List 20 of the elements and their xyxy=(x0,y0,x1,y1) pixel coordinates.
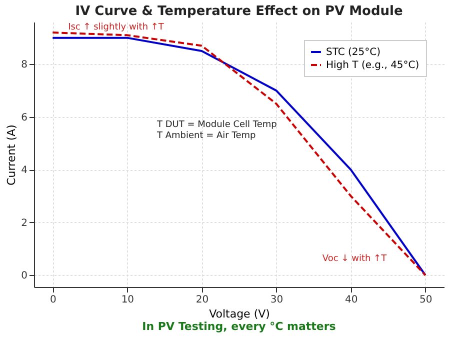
x-tick-label: 20 xyxy=(196,294,209,306)
x-tick-label: 10 xyxy=(121,294,134,306)
y-axis-title: Current (A) xyxy=(5,124,18,186)
text: In PV Testing, every °C matters xyxy=(142,320,336,333)
annotation: Voc ↓ with ↑T xyxy=(322,254,388,264)
legend-label: STC (25°C) xyxy=(326,47,381,58)
annotation: Isc ↑ slightly with ↑T xyxy=(68,22,164,32)
y-tick-label: 6 xyxy=(21,112,28,124)
y-tick-label: 4 xyxy=(21,165,28,176)
x-axis-title: Voltage (V) xyxy=(209,308,270,320)
legend-label: High T (e.g., 45°C) xyxy=(326,60,420,71)
y-tick-label: 0 xyxy=(21,270,28,282)
y-tick-label: 8 xyxy=(21,60,28,71)
y-tick-label: 2 xyxy=(21,218,28,229)
chart-title: IV Curve & Temperature Effect on PV Module xyxy=(75,4,403,19)
annotation: T DUT = Module Cell Temp T Ambient = Air Temp xyxy=(156,120,278,142)
x-tick-label: 0 xyxy=(50,294,56,306)
x-tick-label: 40 xyxy=(344,294,358,306)
x-tick-label: 30 xyxy=(270,294,284,306)
x-tick-label: 50 xyxy=(419,294,432,306)
